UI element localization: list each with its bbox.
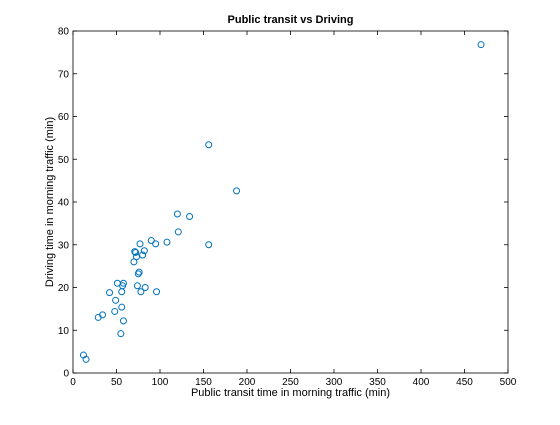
x-tick-label: 500 [500,377,517,388]
data-point [106,289,114,297]
y-tick-label: 10 [58,326,70,337]
data-point [140,247,148,255]
x-tick-label: 150 [195,377,212,388]
data-point [99,311,107,319]
x-tick-label: 400 [413,377,430,388]
data-point [118,303,126,311]
data-point [147,236,155,244]
data-point [111,307,119,315]
data-point [205,141,213,149]
data-point [174,228,182,236]
y-tick-label: 50 [58,155,70,166]
data-point [136,240,144,248]
data-point [152,240,160,248]
plot-area [72,30,509,374]
data-point [173,210,181,218]
x-tick-label: 350 [369,377,386,388]
y-tick-label: 30 [58,240,70,251]
data-point [117,330,125,338]
y-tick-label: 40 [58,198,70,209]
x-tick-label: 300 [326,377,343,388]
x-tick-label: 450 [456,377,473,388]
data-point [132,248,140,256]
x-tick-label: 200 [239,377,256,388]
y-tick-label: 60 [58,112,70,123]
data-point [163,238,171,246]
data-points [79,41,485,363]
axis-ticks: 0 50 100 150 200 250 300 350 400 450 500 0 10 20 30 40 5… [58,27,517,389]
y-tick-label: 80 [58,27,70,38]
data-point [137,288,145,296]
data-point [186,213,194,221]
x-tick-label: 50 [111,377,123,388]
x-tick-label: 250 [282,377,299,388]
data-point [133,282,141,290]
x-tick-label: 100 [152,377,169,388]
data-point [119,317,127,325]
data-point [233,187,241,195]
x-tick-label: 0 [70,377,76,388]
y-tick-label: 70 [58,69,70,80]
data-point [205,241,213,249]
y-axis-label: Driving time in morning traffic (min) [44,117,56,287]
y-tick-label: 0 [63,369,69,380]
data-point [477,41,485,49]
chart-title: Public transit vs Driving [228,14,354,26]
data-point [141,284,149,291]
data-point [139,251,147,259]
data-point [112,296,120,304]
x-axis-label: Public transit time in morning traffic (… [191,387,390,399]
data-point [82,355,90,363]
data-point [119,279,127,287]
data-point [133,253,141,261]
y-tick-label: 20 [58,283,70,294]
data-point [135,268,143,276]
data-point [153,288,161,296]
